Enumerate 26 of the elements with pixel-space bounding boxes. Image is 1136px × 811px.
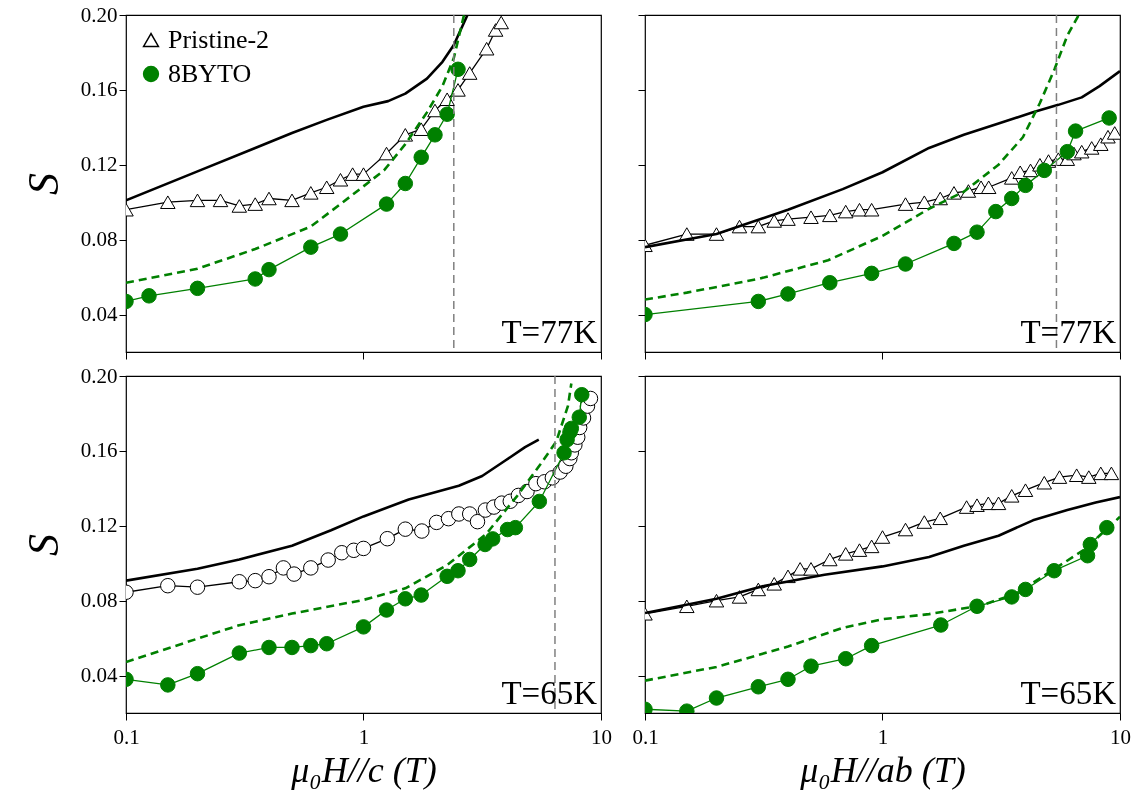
y-tick-label: 0.16 (80, 438, 118, 463)
x-tick-label: 1 (358, 724, 370, 749)
y-tick-label: 0.20 (80, 363, 118, 388)
x-tick-label: 10 (591, 724, 612, 749)
legend-label: 8BYTO (168, 59, 252, 88)
x-tick-label: 0.1 (632, 724, 659, 749)
y-tick-label: 0.08 (80, 588, 118, 613)
annotation: T=77K (501, 314, 598, 350)
x-axis-title: μ₀H//c (T) (290, 749, 437, 790)
x-tick-label: 10 (1110, 724, 1131, 749)
y-tick-label: 0.04 (80, 302, 118, 327)
x-tick-label: 1 (877, 724, 889, 749)
annotation: T=77K (1020, 314, 1117, 350)
y-tick-label: 0.20 (80, 2, 118, 27)
y-tick-label: 0.12 (80, 513, 118, 538)
y-tick-label: 0.08 (80, 227, 118, 252)
y-tick-label: 0.04 (80, 663, 118, 688)
y-tick-label: 0.12 (80, 152, 118, 177)
legend-label: Pristine-2 (168, 25, 270, 54)
y-axis-title: S (18, 534, 68, 556)
x-axis-title: μ₀H//ab (T) (799, 749, 966, 790)
annotation: T=65K (501, 675, 598, 711)
annotation: T=65K (1020, 675, 1117, 711)
x-tick-label: 0.1 (113, 724, 140, 749)
y-axis-title: S (18, 173, 68, 195)
y-tick-label: 0.16 (80, 77, 118, 102)
